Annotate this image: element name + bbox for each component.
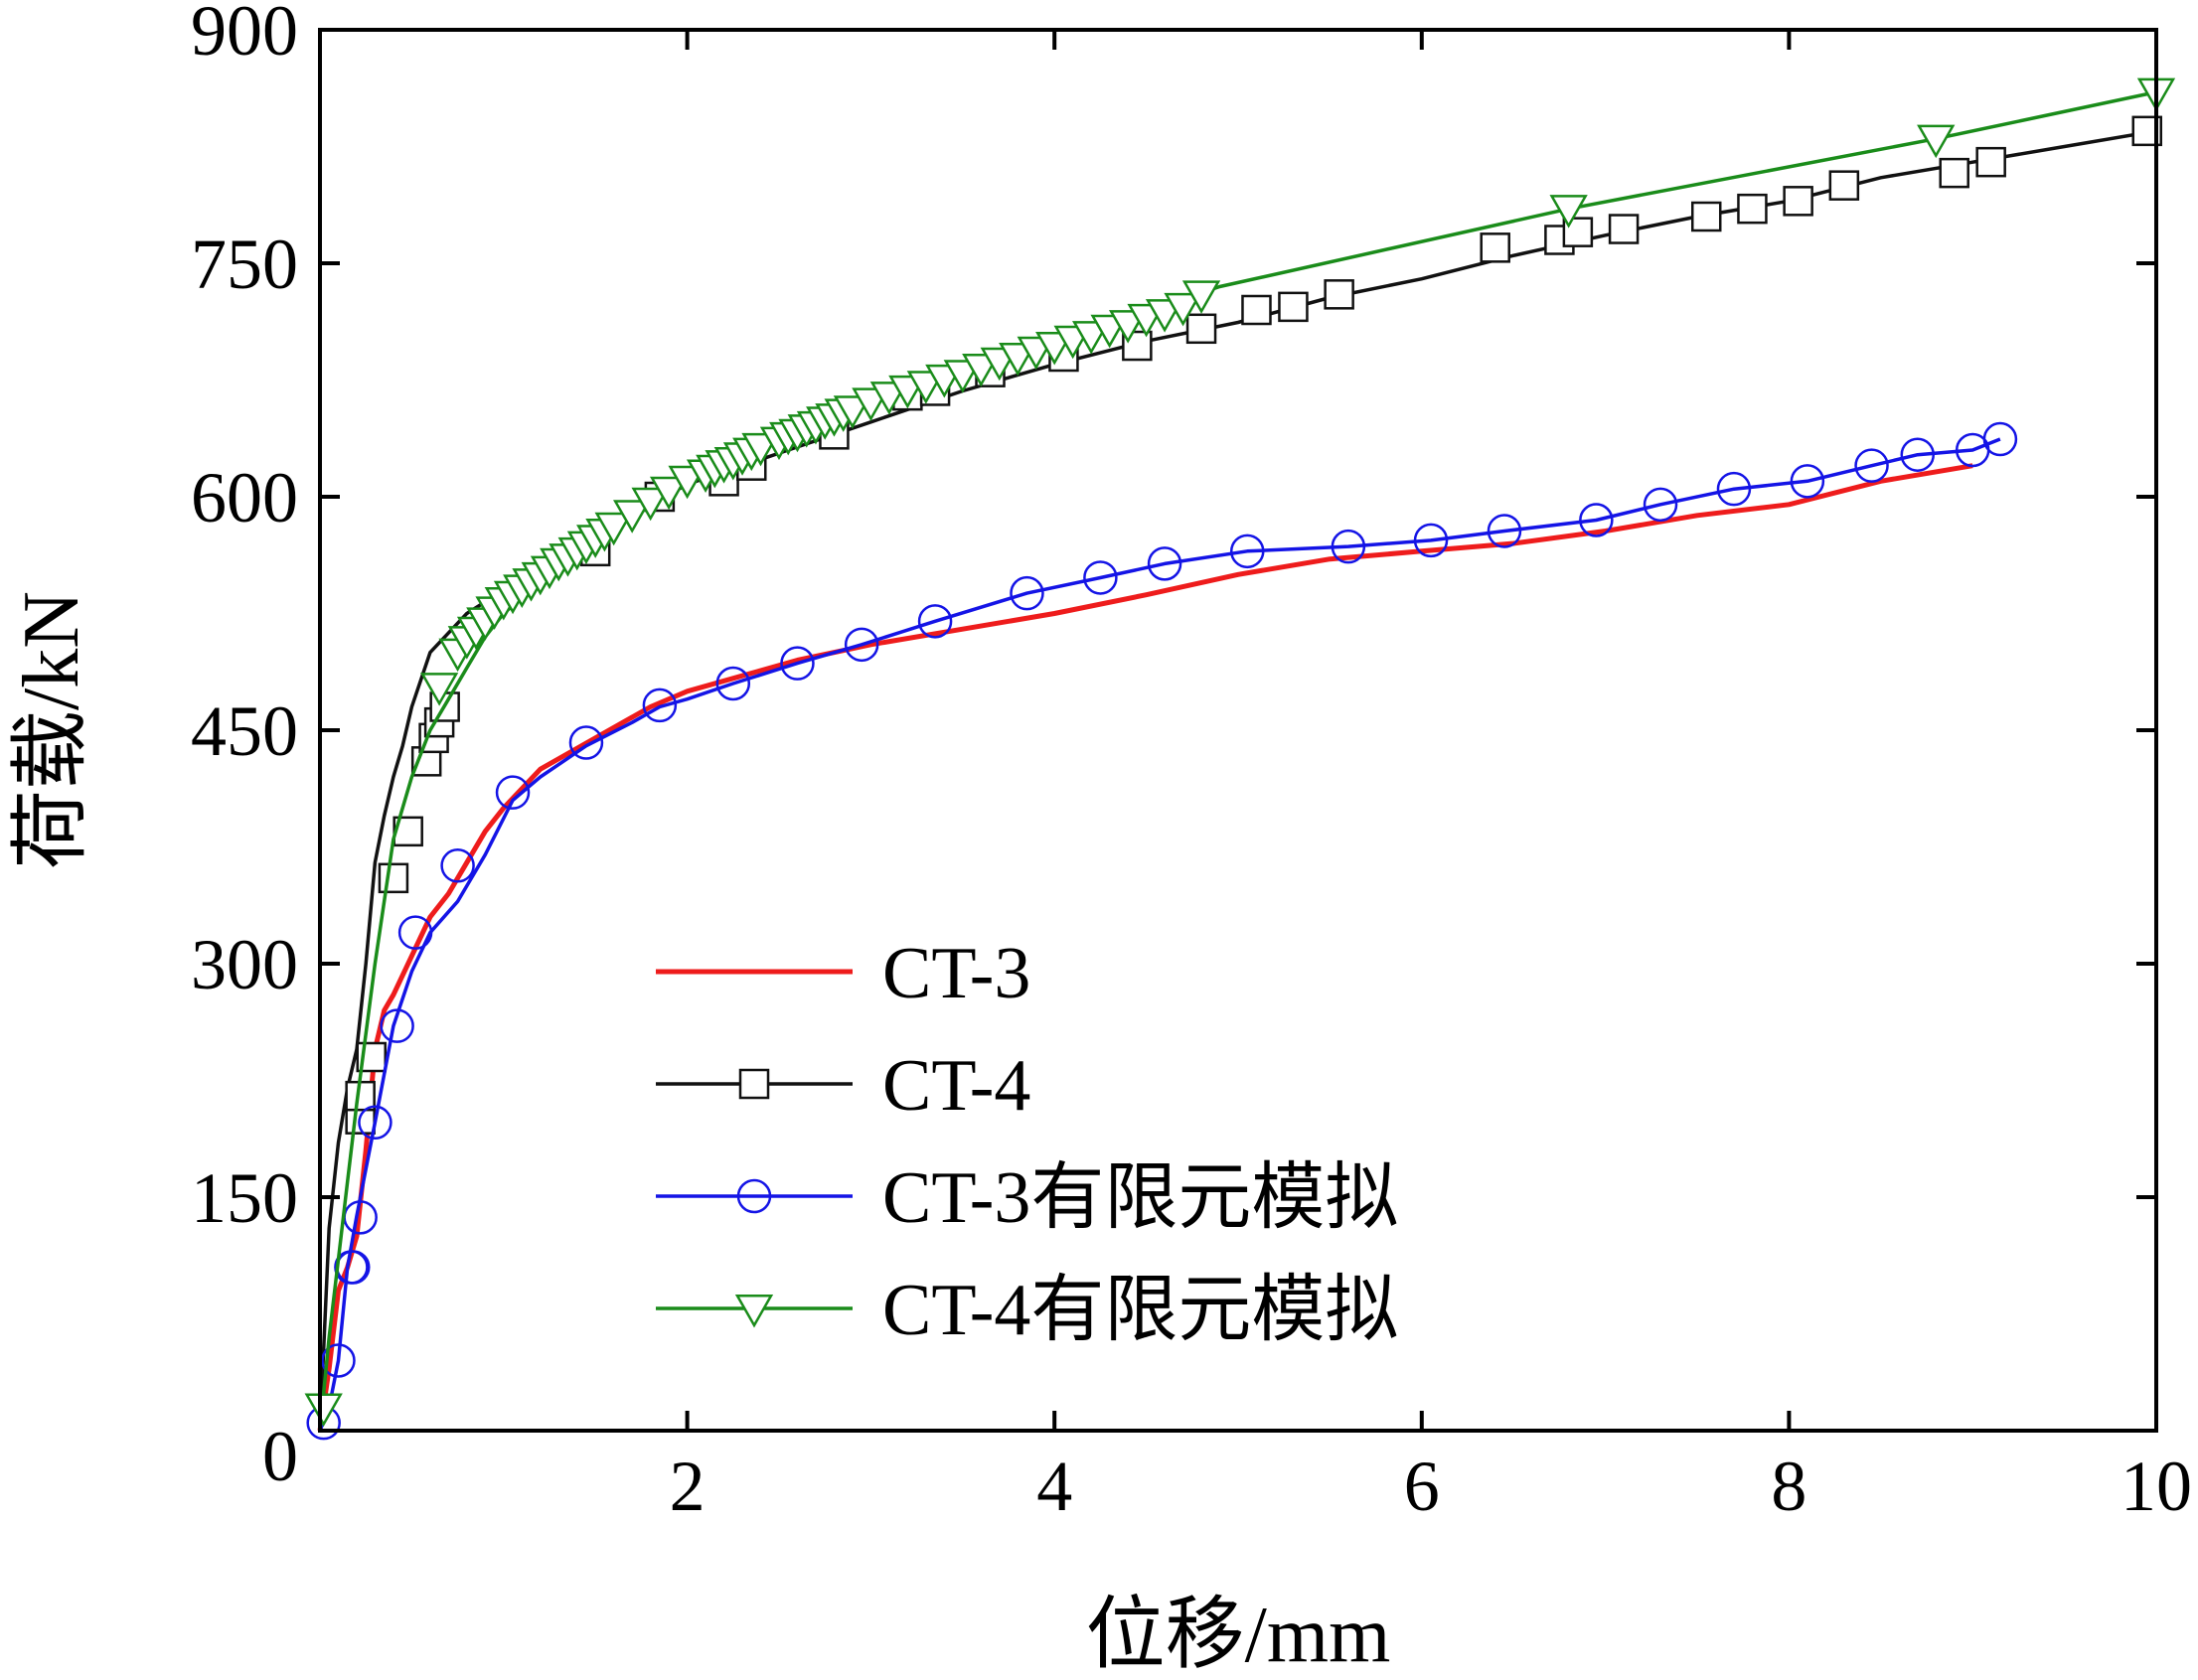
- legend-item: CT-4: [656, 1045, 1030, 1127]
- data-point: [1790, 464, 1825, 499]
- data-point: [568, 725, 604, 760]
- legend-label: CT-3有限元模拟: [882, 1157, 1398, 1239]
- data-point: [1549, 195, 1588, 229]
- data-point: [1939, 157, 1969, 189]
- legend-item: CT-4有限元模拟: [656, 1270, 1398, 1351]
- legend-item: CT-3有限元模拟: [656, 1157, 1398, 1239]
- data-point: [1690, 201, 1722, 232]
- data-point: [358, 1105, 392, 1141]
- x-axis-title: 位移/mm: [1086, 1592, 1391, 1679]
- x-tick-label: 6: [1404, 1447, 1440, 1526]
- x-tick-label: 8: [1771, 1447, 1806, 1526]
- y-tick-label: 600: [191, 458, 298, 537]
- data-point: [642, 687, 678, 723]
- data-point: [321, 1343, 356, 1378]
- data-point: [1828, 170, 1860, 201]
- data-point: [594, 512, 633, 546]
- data-point: [1900, 437, 1936, 472]
- data-point: [1975, 146, 2006, 178]
- data-point: [1982, 421, 2018, 457]
- series-4: [304, 77, 2176, 1432]
- legend-label: CT-4有限元模拟: [882, 1270, 1398, 1351]
- data-point: [304, 1393, 343, 1428]
- data-point: [649, 476, 689, 511]
- data-point: [1643, 487, 1678, 523]
- data-point: [1181, 280, 1221, 314]
- y-tick-label: 450: [191, 691, 298, 771]
- data-point: [1229, 534, 1265, 569]
- x-tick-label: 2: [670, 1447, 706, 1526]
- y-tick-label: 900: [191, 0, 298, 71]
- data-point: [1917, 124, 1956, 159]
- tick-layer: 2 4 6 8 10 150 300 450 600 750 900: [191, 0, 2192, 1526]
- data-point: [833, 395, 872, 429]
- data-point: [1480, 232, 1510, 263]
- data-point: [1147, 546, 1182, 581]
- legend-label: CT-3: [882, 933, 1030, 1014]
- data-point: [419, 673, 459, 706]
- data-point: [1164, 292, 1202, 327]
- data-point: [1324, 279, 1354, 310]
- data-point: [1608, 214, 1640, 244]
- series-2: [318, 115, 2163, 1432]
- data-point: [1083, 560, 1118, 595]
- data-point: [631, 487, 670, 522]
- data-point: [1010, 575, 1044, 611]
- data-point: [440, 848, 475, 883]
- legend-marker: [734, 1295, 774, 1328]
- y-tick-label: 150: [191, 1158, 298, 1238]
- y-axis-title: 荷载/kN: [8, 591, 95, 869]
- x-tick-label: 10: [2120, 1447, 2192, 1526]
- data-point: [1716, 471, 1752, 507]
- data-point: [613, 500, 652, 534]
- legend-item: CT-3: [656, 933, 1030, 1014]
- series-3: [306, 421, 2018, 1441]
- data-point: [1413, 523, 1449, 558]
- data-point: [380, 1008, 414, 1043]
- legend-marker: [736, 1178, 772, 1214]
- data-layer: [304, 77, 2176, 1441]
- data-point: [1487, 514, 1522, 548]
- x-tick-label: 4: [1036, 1447, 1072, 1526]
- data-point: [378, 862, 409, 894]
- series-line: [318, 437, 2001, 1432]
- legend: CT-3 CT-4 CT-3有限元模拟 CT-4有限元模拟: [656, 933, 1398, 1351]
- data-point: [844, 627, 879, 663]
- legend-marker: [738, 1068, 770, 1100]
- origin-tick-label: 0: [262, 1417, 298, 1496]
- data-point: [780, 646, 815, 681]
- legend-label: CT-4: [882, 1045, 1030, 1127]
- data-point: [1185, 313, 1217, 345]
- data-point: [495, 775, 531, 810]
- y-tick-label: 750: [191, 225, 298, 304]
- data-point: [1331, 529, 1366, 564]
- y-tick-label: 300: [191, 925, 298, 1004]
- data-point: [1737, 193, 1768, 225]
- data-point: [1278, 291, 1309, 323]
- data-point: [715, 666, 751, 701]
- data-point: [1783, 186, 1813, 217]
- data-point: [397, 915, 433, 950]
- data-point: [1854, 448, 1889, 483]
- data-point: [1241, 294, 1272, 326]
- data-point: [1579, 503, 1614, 537]
- data-point: [917, 604, 953, 639]
